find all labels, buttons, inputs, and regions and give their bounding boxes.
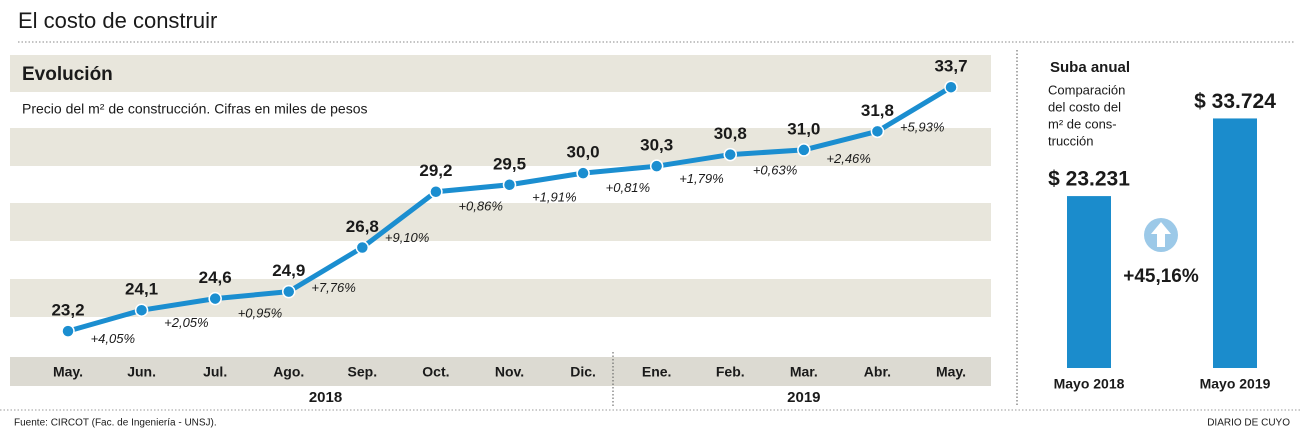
point: [723, 147, 737, 162]
value-label: 33,7: [934, 57, 967, 76]
x-tick-label: Abr.: [864, 364, 891, 380]
bar-chart-subtitle: Comparación: [1048, 82, 1125, 97]
change-label: +9,10%: [385, 230, 429, 245]
page-title: El costo de construir: [18, 8, 217, 33]
x-tick-label: Oct.: [422, 364, 449, 380]
point: [649, 159, 664, 173]
x-tick-label: May.: [53, 364, 83, 380]
x-tick-label: Jun.: [127, 364, 156, 380]
change-label: +2,46%: [826, 151, 870, 166]
bar: [1213, 118, 1257, 368]
value-label: 24,9: [272, 261, 305, 280]
change-label: +45,16%: [1123, 266, 1199, 287]
x-tick-label: Mayo 2018: [1054, 376, 1125, 392]
change-label: +1,79%: [679, 171, 723, 186]
change-label: +0,81%: [606, 180, 650, 195]
value-label: 26,8: [346, 217, 379, 236]
x-tick-label: Mayo 2019: [1200, 376, 1271, 392]
bar-chart-subtitle: trucción: [1048, 133, 1094, 148]
bar-chart-subtitle: m² de cons-: [1048, 116, 1117, 131]
value-label: $ 33.724: [1194, 90, 1276, 113]
value-label: 31,8: [861, 101, 894, 120]
point: [870, 124, 885, 139]
x-tick-label: May.: [936, 364, 966, 380]
stripe: [10, 203, 991, 241]
x-tick-label: Mar.: [790, 364, 818, 380]
year-label: 2018: [309, 389, 342, 406]
point: [282, 284, 296, 299]
stripe: [10, 128, 991, 166]
value-label: 24,6: [199, 268, 232, 287]
change-label: +4,05%: [91, 331, 135, 346]
change-label: +0,95%: [238, 306, 282, 321]
value-label: 29,5: [493, 154, 526, 173]
line-chart-title: Evolución: [22, 64, 113, 85]
bar: [1067, 196, 1111, 368]
change-label: +5,93%: [900, 120, 944, 135]
line-chart-subtitle: Precio del m² de construcción. Cifras en…: [22, 101, 367, 117]
bar-chart-title: Suba anual: [1050, 59, 1130, 76]
value-label: 24,1: [125, 280, 158, 299]
x-tick-label: Dic.: [570, 364, 596, 380]
category-band: [10, 357, 991, 386]
value-label: 23,2: [51, 301, 84, 320]
point: [797, 143, 811, 157]
point: [61, 324, 75, 338]
source: Fuente: CIRCOT (Fac. de Ingeniería - UNS…: [14, 418, 217, 429]
point: [944, 80, 958, 94]
point: [134, 303, 149, 317]
bar-chart-subtitle: del costo del: [1048, 99, 1121, 114]
x-tick-label: Feb.: [716, 364, 745, 380]
value-label: 29,2: [419, 161, 452, 180]
change-label: +1,91%: [532, 189, 576, 204]
value-label: 30,3: [640, 136, 673, 155]
x-tick-label: Ene.: [642, 364, 672, 380]
credit: DIARIO DE CUYO: [1207, 418, 1290, 429]
stripe: [10, 55, 991, 92]
value-label: $ 23.231: [1048, 168, 1130, 191]
point: [429, 184, 443, 199]
stripes: [10, 55, 991, 386]
arrow-icon: [1144, 218, 1178, 252]
x-tick-label: Sep.: [348, 364, 378, 380]
arrow: [1151, 222, 1171, 247]
change-label: +2,05%: [164, 315, 208, 330]
stripe: [10, 279, 991, 317]
point: [208, 291, 222, 306]
year-label: 2019: [787, 389, 820, 406]
point: [502, 178, 517, 192]
x-tick-label: Nov.: [495, 364, 524, 380]
value-label: 31,0: [787, 119, 820, 138]
value-label: 30,8: [714, 124, 747, 143]
value-label: 30,0: [567, 143, 600, 162]
x-tick-label: Ago.: [273, 364, 304, 380]
point: [355, 240, 370, 255]
x-tick-label: Jul.: [203, 364, 227, 380]
point: [576, 166, 590, 180]
change-label: +7,76%: [311, 280, 355, 295]
change-label: +0,63%: [753, 163, 797, 178]
change-label: +0,86%: [458, 199, 502, 214]
